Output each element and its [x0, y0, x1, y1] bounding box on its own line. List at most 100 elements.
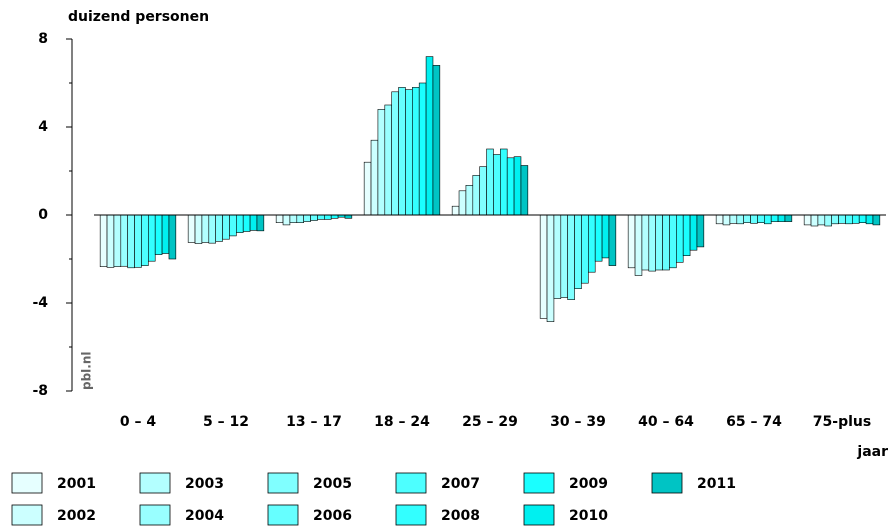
x-tick-label: 25 – 29	[462, 414, 518, 430]
bar	[418, 82, 427, 216]
y-axis-label: duizend personen	[68, 9, 209, 25]
bar	[317, 214, 325, 220]
legend-label: 2011	[697, 476, 736, 492]
y-tick-label: 4	[38, 119, 48, 135]
bar	[560, 214, 568, 298]
x-tick-label: 75-plus	[813, 414, 871, 430]
bar	[581, 214, 589, 284]
legend-label: 2005	[313, 476, 352, 492]
bar	[594, 214, 603, 262]
bar	[106, 214, 115, 268]
bar	[588, 214, 596, 273]
legend-swatch	[267, 472, 299, 494]
bar	[662, 214, 670, 271]
bar	[845, 214, 853, 225]
bar	[648, 214, 656, 272]
bar	[641, 214, 650, 271]
bar	[168, 214, 177, 260]
legend-label: 2007	[441, 476, 480, 492]
legend-swatch	[523, 504, 555, 526]
bar	[242, 214, 251, 232]
bar	[289, 214, 298, 223]
bar	[201, 214, 210, 243]
legend-swatch	[139, 472, 171, 494]
bar	[553, 214, 562, 299]
bar	[655, 214, 663, 271]
bar	[715, 214, 724, 225]
bar	[784, 214, 793, 222]
x-tick-label: 13 – 17	[286, 414, 342, 430]
bar	[229, 214, 237, 237]
bar	[465, 185, 474, 216]
bar	[722, 214, 731, 226]
bar	[682, 214, 691, 257]
legend-swatch	[139, 504, 171, 526]
bar	[865, 214, 874, 225]
watermark: pbl.nl	[80, 351, 94, 390]
bar	[500, 148, 508, 216]
legend-swatch	[651, 472, 683, 494]
x-tick-label: 18 – 24	[374, 414, 430, 430]
legend-swatch	[11, 472, 43, 494]
legend-swatch	[267, 504, 299, 526]
bar	[486, 148, 494, 216]
bar	[627, 214, 636, 269]
bar	[513, 156, 522, 216]
bar	[127, 214, 135, 269]
bar	[757, 214, 765, 223]
bar	[391, 91, 399, 216]
bar	[729, 214, 738, 224]
bar	[113, 214, 122, 268]
bar	[601, 214, 610, 259]
bar	[458, 190, 467, 216]
bar	[425, 56, 434, 216]
bar	[256, 214, 265, 232]
bar	[222, 214, 230, 240]
bar	[384, 104, 392, 216]
bar	[539, 214, 548, 319]
bar	[472, 175, 480, 216]
x-tick-label: 5 – 12	[203, 414, 249, 430]
legend-label: 2006	[313, 508, 352, 524]
legend-label: 2004	[185, 508, 224, 524]
bar	[736, 214, 744, 225]
bar	[398, 87, 406, 216]
bar	[493, 154, 501, 216]
x-tick-label: 65 – 74	[726, 414, 782, 430]
y-tick-label: -4	[32, 295, 48, 311]
bar	[377, 109, 386, 216]
bar	[99, 214, 108, 268]
x-axis-label: jaar	[856, 444, 888, 460]
bar	[405, 89, 413, 216]
bar	[764, 214, 772, 225]
legend-swatch	[395, 472, 427, 494]
bar	[324, 214, 332, 220]
bar	[161, 214, 170, 254]
bar	[479, 166, 487, 216]
bar	[370, 139, 379, 216]
bar	[817, 214, 826, 226]
legend-label: 2001	[57, 476, 96, 492]
bar	[208, 214, 216, 244]
y-tick-label: 0	[38, 207, 48, 223]
bar	[154, 214, 163, 255]
bar	[363, 161, 372, 216]
bar	[608, 214, 617, 266]
bar	[194, 214, 203, 244]
bar	[249, 214, 258, 231]
bar	[432, 65, 441, 216]
bar	[689, 214, 698, 251]
bar	[148, 214, 156, 262]
bar	[872, 214, 881, 226]
bar	[838, 214, 846, 224]
x-tick-label: 30 – 39	[550, 414, 606, 430]
legend-label: 2009	[569, 476, 608, 492]
bar	[810, 214, 819, 227]
bar	[824, 214, 832, 227]
legend-swatch	[523, 472, 555, 494]
bar	[676, 214, 684, 263]
bar	[141, 214, 149, 266]
bar	[520, 165, 529, 216]
bar	[187, 214, 196, 243]
